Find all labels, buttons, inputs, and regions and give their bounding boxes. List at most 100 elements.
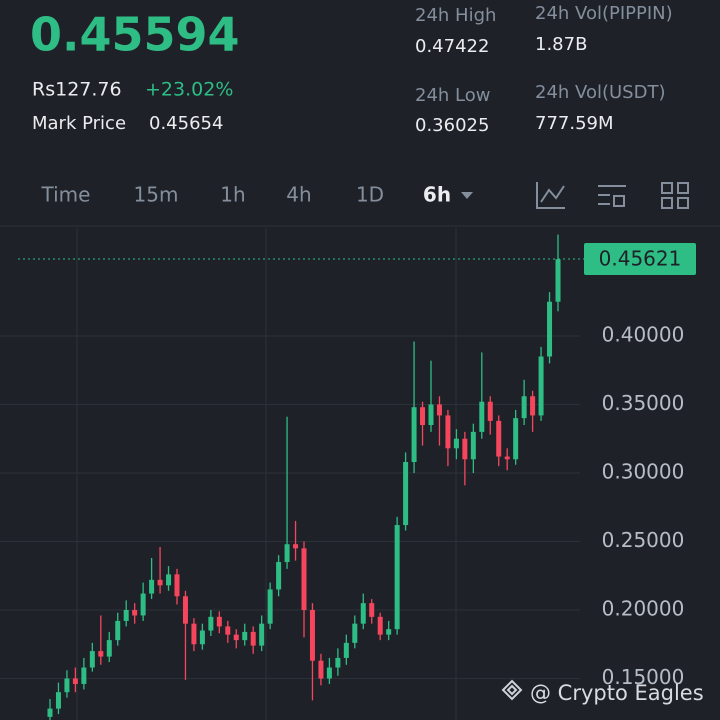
tab[interactable]: 1D — [356, 183, 384, 207]
candle-body — [352, 623, 358, 643]
candle-body — [309, 609, 315, 661]
candle-body — [225, 626, 231, 635]
candle-body — [140, 593, 146, 616]
tab[interactable]: 4h — [286, 183, 311, 207]
candle-body — [174, 574, 180, 597]
indicator-icon[interactable] — [536, 182, 565, 209]
candle-body — [428, 404, 434, 426]
layout-icon[interactable] — [661, 182, 689, 209]
candle-body — [64, 678, 70, 693]
candle-body — [496, 420, 502, 457]
stat-label: 24h High — [415, 5, 496, 26]
candle-body — [538, 356, 544, 416]
candle-body — [369, 603, 375, 617]
tab[interactable]: 15m — [134, 183, 179, 207]
candle-body — [487, 401, 493, 421]
last-price-label: 0.45621 — [599, 246, 682, 270]
candle-body — [394, 525, 400, 630]
mark-label: Mark Price — [32, 113, 126, 134]
v-grid — [76, 228, 457, 720]
candle-body — [208, 616, 214, 631]
candle-body — [462, 438, 468, 460]
candle-body — [420, 407, 426, 426]
candle-body — [360, 603, 366, 624]
candle-body — [115, 620, 121, 641]
candle-body — [47, 708, 53, 717]
candle-body — [411, 407, 417, 463]
candle-body — [343, 642, 349, 658]
candle-body — [530, 396, 536, 416]
candle-body — [89, 651, 95, 668]
candle-body — [555, 259, 561, 302]
candle-body — [470, 431, 476, 460]
candle-body — [293, 544, 299, 549]
candle-body — [55, 692, 61, 709]
y-tick-label: 0.35000 — [602, 391, 685, 415]
candle-body — [504, 456, 510, 460]
candle-body — [250, 631, 256, 646]
candle-body — [521, 396, 527, 419]
tab[interactable]: Time — [41, 183, 91, 207]
candle-body — [216, 616, 222, 627]
candle-body — [267, 589, 273, 624]
stat-value: 0.36025 — [415, 115, 489, 136]
last-price: 0.45594 — [30, 8, 240, 62]
stat-label: 24h Vol(PIPPIN) — [535, 3, 673, 24]
y-tick-label: 0.40000 — [602, 322, 685, 346]
candle-body — [445, 415, 451, 449]
candle-body — [259, 623, 265, 646]
stat-value: 0.47422 — [415, 36, 489, 57]
y-tick-label: 0.25000 — [602, 528, 685, 552]
mark-price: 0.45654 — [149, 113, 223, 134]
candle-body — [377, 616, 383, 635]
candle-body — [123, 609, 129, 621]
change: +23.02% — [145, 79, 233, 101]
candle-body — [479, 401, 485, 432]
tab[interactable]: 6h — [423, 183, 451, 207]
tab[interactable]: 1h — [220, 183, 245, 207]
candle-body — [132, 609, 138, 616]
watermark: @ Crypto Eagles — [530, 681, 704, 705]
settings-icon[interactable] — [598, 185, 626, 207]
candle-body — [386, 629, 392, 635]
candle-body — [199, 630, 205, 645]
candle-body — [98, 651, 104, 657]
candle-body — [276, 562, 282, 590]
candle-body — [318, 660, 324, 679]
candle-body — [72, 678, 78, 684]
timeframe-tabs: Time 15m 1h 4h 1D 6h — [41, 183, 452, 207]
candle-body — [149, 579, 155, 594]
candle-body — [301, 548, 307, 610]
candle-body — [233, 634, 239, 641]
candle-body — [191, 623, 197, 645]
candle-body — [403, 462, 409, 526]
stat-value: 777.59M — [535, 113, 614, 134]
candle-body — [453, 438, 459, 449]
candle-body — [106, 640, 112, 657]
watermark-icon — [501, 679, 523, 701]
candle-body — [166, 574, 172, 586]
last-price-tag — [584, 242, 696, 275]
stat-label: 24h Vol(USDT) — [535, 82, 665, 103]
stat-label: 24h Low — [415, 85, 490, 106]
candle-body — [157, 579, 163, 586]
candle-body — [284, 544, 290, 563]
candle-body — [242, 631, 248, 641]
candle-body — [335, 657, 341, 668]
toolbar — [536, 182, 689, 209]
stat-value: 1.87B — [535, 34, 587, 55]
candle-body — [547, 301, 553, 357]
y-tick-label: 0.30000 — [602, 459, 685, 483]
y-tick-label: 0.15000 — [602, 665, 685, 689]
candle-chart: 0.40000 0.35000 0.30000 0.25000 0.20000 0.150… — [0, 234, 696, 720]
local-price: Rs127.76 — [32, 79, 122, 101]
candle-body — [513, 418, 519, 460]
candle-body — [326, 667, 332, 679]
candle-body — [436, 404, 442, 416]
candle-body — [182, 596, 188, 624]
dropdown-arrow[interactable] — [461, 192, 473, 199]
candle-body — [81, 667, 87, 684]
y-tick-label: 0.20000 — [602, 596, 685, 620]
